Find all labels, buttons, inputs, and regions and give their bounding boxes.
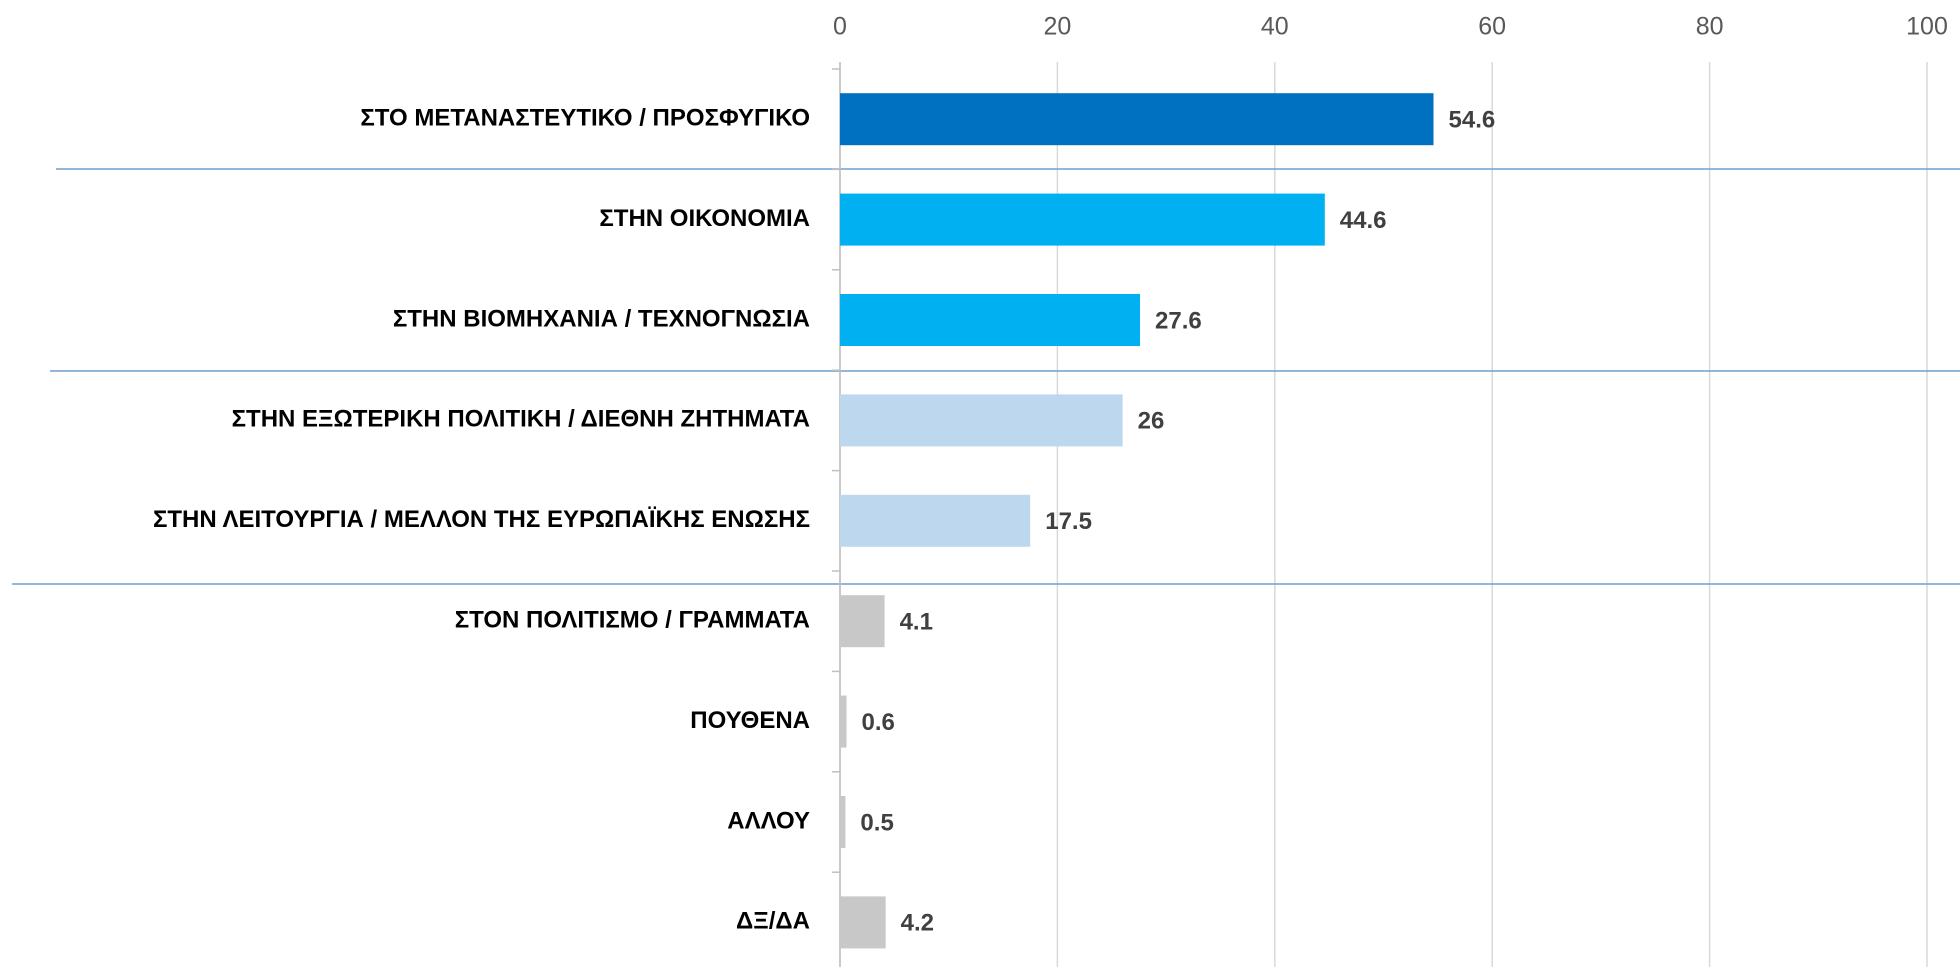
x-tick-label: 60	[1478, 13, 1506, 41]
y-tick-label: ΣΤΗΝ ΛΕΙΤΟΥΡΓΙΑ / ΜΕΛΛΟΝ ΤΗΣ ΕΥΡΩΠΑΪΚΗΣ …	[153, 506, 810, 533]
value-label: 54.6	[1449, 107, 1496, 134]
bar	[840, 193, 1325, 246]
y-tick-label: ΣΤΗΝ ΟΙΚΟΝΟΜΙΑ	[599, 205, 810, 232]
value-label: 44.6	[1340, 207, 1387, 234]
y-tick-label: ΣΤΗΝ ΒΙΟΜΗΧΑΝΙΑ / ΤΕΧΝΟΓΝΩΣΙΑ	[393, 305, 810, 332]
y-tick-label: ΔΞ/ΔΑ	[736, 908, 810, 935]
bar	[840, 394, 1123, 447]
y-tick-label: ΣΤΟΝ ΠΟΛΙΤΙΣΜΟ / ΓΡΑΜΜΑΤΑ	[455, 607, 810, 634]
value-label: 0.6	[862, 709, 895, 736]
bar	[840, 93, 1434, 146]
bar	[840, 896, 886, 949]
bar	[840, 695, 847, 748]
x-tick-label: 20	[1043, 13, 1071, 41]
value-label: 26	[1138, 408, 1165, 435]
x-tick-label: 80	[1696, 13, 1724, 41]
value-label: 27.6	[1155, 307, 1202, 334]
y-tick-label: ΠΟΥΘΕΝΑ	[690, 707, 810, 734]
bar	[840, 294, 1141, 346]
bar	[840, 796, 846, 848]
y-tick-label: ΣΤΟ ΜΕΤΑΝΑΣΤΕΥΤΙΚΟ / ΠΡΟΣΦΥΓΙΚΟ	[360, 105, 810, 132]
value-label: 0.5	[860, 809, 893, 836]
y-tick-label: ΣΤΗΝ ΕΞΩΤΕΡΙΚΗ ΠΟΛΙΤΙΚΗ / ΔΙΕΘΝΗ ΖΗΤΗΜΑΤ…	[232, 406, 810, 433]
x-tick-label: 0	[833, 13, 847, 41]
y-tick-label: ΑΛΛΟΥ	[727, 807, 810, 834]
value-label: 17.5	[1045, 508, 1092, 535]
x-tick-label: 100	[1906, 13, 1948, 41]
bar	[840, 494, 1031, 547]
value-label: 4.1	[900, 609, 933, 636]
x-tick-label: 40	[1261, 13, 1289, 41]
bar	[840, 595, 885, 648]
value-label: 4.2	[901, 910, 934, 937]
